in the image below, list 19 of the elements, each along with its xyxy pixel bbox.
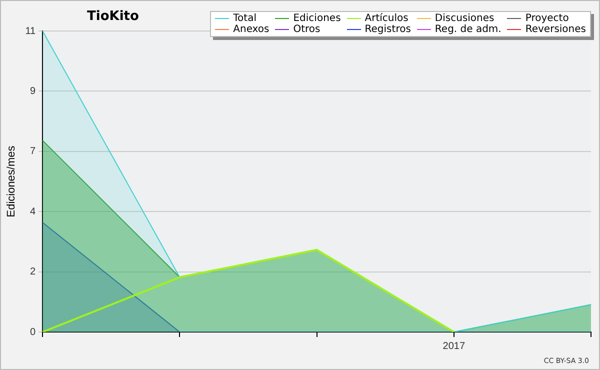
legend-label: Registros — [364, 24, 411, 35]
y-tick-label: 0 — [30, 326, 36, 338]
y-tick-label: 4 — [30, 206, 36, 218]
legend-label: Reg. de adm. — [434, 24, 502, 35]
x-tick-label: 2017 — [442, 340, 466, 352]
y-tick-label: 7 — [30, 146, 36, 158]
legend-label: Otros — [292, 24, 322, 35]
legend-label: Reversiones — [524, 24, 586, 35]
legend-label: Proyecto — [524, 13, 569, 24]
legend-label: Anexos — [232, 24, 270, 35]
y-tick-label: 2 — [30, 266, 36, 278]
legend-label: Discusiones — [434, 13, 496, 24]
chart-title: TioKito — [87, 9, 139, 24]
legend-label: Ediciones — [292, 13, 341, 24]
y-axis-title: Ediciones/mes — [6, 145, 18, 218]
y-tick-label: 9 — [30, 86, 36, 97]
y-tick-label: 11 — [25, 26, 36, 37]
legend-label: Total — [232, 13, 258, 24]
legend-label: Artículos — [364, 13, 410, 24]
